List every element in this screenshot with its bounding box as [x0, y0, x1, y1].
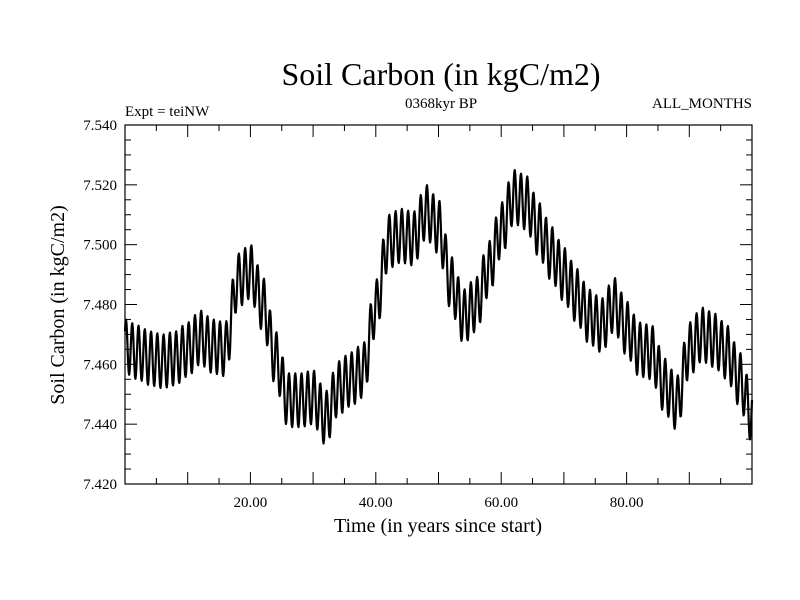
chart-title: Soil Carbon (in kgC/m2) — [281, 56, 600, 92]
y-tick-label: 7.460 — [83, 357, 117, 373]
y-tick-label: 7.420 — [83, 477, 117, 493]
y-tick-label: 7.500 — [83, 238, 117, 254]
y-tick-label: 7.540 — [83, 118, 117, 134]
axis-ticks: 7.420 7.440 7.460 7.480 7.500 7.520 7.540 20.00… — [83, 118, 752, 511]
y-axis-label: Soil Carbon (in kgC/m2) — [47, 205, 69, 404]
x-axis-label: Time (in years since start) — [334, 515, 542, 537]
series-line — [123, 168, 754, 445]
x-tick-label: 40.00 — [359, 495, 393, 511]
plot-area — [123, 168, 754, 445]
x-tick-label: 20.00 — [234, 495, 268, 511]
subtitle-expt: Expt = teiNW — [125, 104, 210, 120]
x-tick-label: 80.00 — [610, 495, 644, 511]
y-tick-label: 7.520 — [83, 178, 117, 194]
subtitle-period: 0368kyr BP — [405, 96, 477, 112]
subtitle-months: ALL_MONTHS — [652, 96, 752, 112]
y-tick-label: 7.480 — [83, 298, 117, 314]
y-tick-label: 7.440 — [83, 417, 117, 433]
x-tick-label: 60.00 — [484, 495, 518, 511]
